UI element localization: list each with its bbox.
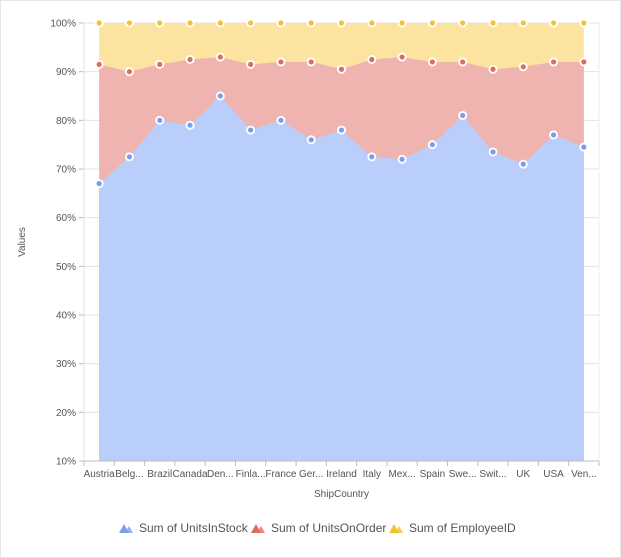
data-point[interactable] <box>157 61 163 67</box>
y-tick-label: 10% <box>56 457 76 468</box>
data-point[interactable] <box>369 154 375 160</box>
x-tick-label: Ven... <box>571 469 597 480</box>
x-tick-label: USA <box>543 469 564 480</box>
data-point[interactable] <box>460 112 466 119</box>
data-point[interactable] <box>369 20 375 26</box>
data-point[interactable] <box>399 156 405 162</box>
x-tick-label: Mex... <box>388 469 415 480</box>
data-point[interactable] <box>550 59 557 65</box>
data-point[interactable] <box>126 69 133 75</box>
data-point[interactable] <box>278 20 284 26</box>
legend-label: Sum of EmployeeID <box>409 521 516 535</box>
y-tick-label: 50% <box>56 262 76 273</box>
data-point[interactable] <box>429 142 435 148</box>
data-point[interactable] <box>126 20 133 26</box>
x-tick-label: Swe... <box>449 469 477 480</box>
x-tick-label: Den... <box>207 469 234 480</box>
data-point[interactable] <box>338 127 345 133</box>
data-point[interactable] <box>217 54 223 60</box>
data-point[interactable] <box>157 20 163 26</box>
data-point[interactable] <box>187 122 193 128</box>
y-axis-title: Values <box>17 227 28 257</box>
y-tick-label: 40% <box>56 311 76 322</box>
legend-triangle-icon <box>395 526 403 533</box>
data-point[interactable] <box>399 54 405 60</box>
x-tick-label: UK <box>516 469 530 480</box>
y-tick-label: 70% <box>56 165 76 176</box>
data-point[interactable] <box>369 56 375 63</box>
x-tick-label: Finla... <box>236 469 266 480</box>
data-point[interactable] <box>308 59 314 65</box>
axes: 10% 20% 30% 40% 50% 60% 70% 80% 90% 100% Austria Be… <box>50 19 600 480</box>
data-point[interactable] <box>581 59 587 65</box>
data-point[interactable] <box>429 20 435 26</box>
x-axis-title: ShipCountry <box>314 489 369 500</box>
legend-item[interactable]: Sum of UnitsInStock <box>119 521 249 535</box>
data-point[interactable] <box>581 144 587 150</box>
data-point[interactable] <box>490 20 496 26</box>
y-tick-label: 60% <box>56 213 76 224</box>
legend-triangle-icon <box>257 526 265 533</box>
data-point[interactable] <box>278 117 284 123</box>
data-point[interactable] <box>338 66 345 72</box>
x-tick-label: Ireland <box>326 469 357 480</box>
data-point[interactable] <box>520 161 526 167</box>
data-point[interactable] <box>520 64 526 70</box>
y-tick-label: 20% <box>56 408 76 419</box>
x-tick-label: Austria <box>84 469 116 480</box>
data-point[interactable] <box>126 154 133 160</box>
data-point[interactable] <box>187 56 193 63</box>
data-point[interactable] <box>96 20 102 26</box>
y-tick-label: 100% <box>50 19 76 30</box>
x-tick-label: Swit... <box>479 469 506 480</box>
legend-label: Sum of UnitsOnOrder <box>271 521 386 535</box>
series-areas <box>99 23 584 462</box>
x-tick-label: Spain <box>420 469 446 480</box>
data-point[interactable] <box>248 61 254 67</box>
x-tick-label: Brazil <box>147 469 172 480</box>
data-point[interactable] <box>550 132 557 138</box>
y-tick-label: 30% <box>56 359 76 370</box>
data-point[interactable] <box>248 20 254 26</box>
data-markers <box>94 18 589 189</box>
x-tick-label: France <box>265 469 297 480</box>
data-point[interactable] <box>581 20 587 26</box>
data-point[interactable] <box>399 20 405 26</box>
legend-item[interactable]: Sum of UnitsOnOrder <box>251 521 386 535</box>
data-point[interactable] <box>490 66 496 72</box>
data-point[interactable] <box>157 117 163 123</box>
legend-label: Sum of UnitsInStock <box>139 521 249 535</box>
y-tick-label: 80% <box>56 116 76 127</box>
data-point[interactable] <box>308 137 314 143</box>
data-point[interactable] <box>429 59 435 65</box>
data-point[interactable] <box>96 61 102 67</box>
legend[interactable]: Sum of UnitsInStock Sum of UnitsOnOrder Su… <box>119 521 516 535</box>
data-point[interactable] <box>308 20 314 26</box>
data-point[interactable] <box>490 149 496 155</box>
data-point[interactable] <box>520 20 526 26</box>
data-point[interactable] <box>338 20 345 26</box>
x-tick-label: Italy <box>363 469 381 480</box>
series-area-0 <box>99 96 584 461</box>
data-point[interactable] <box>187 20 193 26</box>
data-point[interactable] <box>217 20 223 26</box>
y-tick-label: 90% <box>56 67 76 78</box>
data-point[interactable] <box>460 59 466 65</box>
legend-item[interactable]: Sum of EmployeeID <box>389 521 516 535</box>
data-point[interactable] <box>278 59 284 65</box>
data-point[interactable] <box>550 20 557 26</box>
data-point[interactable] <box>460 20 466 26</box>
x-tick-label: Ger... <box>299 469 323 480</box>
data-point[interactable] <box>217 93 223 99</box>
data-point[interactable] <box>248 127 254 133</box>
x-tick-label: Belg... <box>115 469 143 480</box>
data-point[interactable] <box>96 181 102 187</box>
x-tick-label: Canada <box>173 469 208 480</box>
legend-triangle-icon <box>125 526 133 533</box>
